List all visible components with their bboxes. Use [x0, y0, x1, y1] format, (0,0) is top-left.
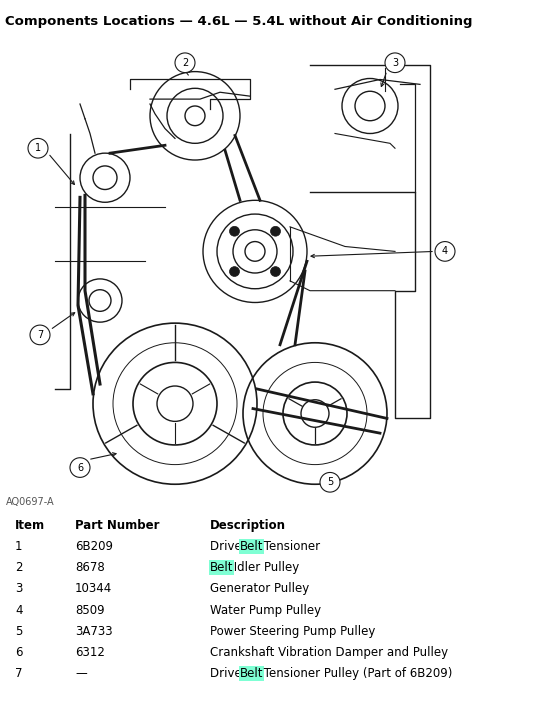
- Text: 6312: 6312: [75, 646, 105, 658]
- Text: 1: 1: [15, 540, 22, 553]
- Text: 6B209: 6B209: [75, 540, 113, 553]
- Text: Item: Item: [15, 519, 45, 532]
- Text: 4: 4: [15, 603, 22, 617]
- Text: Tensioner Pulley (Part of 6B209): Tensioner Pulley (Part of 6B209): [259, 667, 452, 680]
- Text: 7: 7: [15, 667, 22, 680]
- Text: 1: 1: [35, 143, 41, 153]
- Text: Drive: Drive: [210, 667, 245, 680]
- Text: Generator Pulley: Generator Pulley: [210, 582, 309, 596]
- Circle shape: [28, 138, 48, 158]
- Circle shape: [435, 242, 455, 262]
- Text: 5: 5: [327, 477, 333, 487]
- Text: 8509: 8509: [75, 603, 104, 617]
- Text: 8678: 8678: [75, 561, 105, 575]
- Circle shape: [270, 226, 281, 236]
- Circle shape: [175, 53, 195, 73]
- Text: Belt: Belt: [210, 561, 233, 575]
- Text: 10344: 10344: [75, 582, 112, 596]
- Circle shape: [230, 226, 239, 236]
- Text: Tensioner: Tensioner: [259, 540, 320, 553]
- Text: 2: 2: [15, 561, 22, 575]
- Circle shape: [320, 472, 340, 492]
- Text: 2: 2: [182, 58, 188, 68]
- Text: 5: 5: [15, 625, 22, 637]
- Text: Description: Description: [210, 519, 286, 532]
- Text: Crankshaft Vibration Damper and Pulley: Crankshaft Vibration Damper and Pulley: [210, 646, 448, 658]
- Circle shape: [270, 266, 281, 276]
- Text: —: —: [75, 667, 86, 680]
- Text: Components Locations — 4.6L — 5.4L without Air Conditioning: Components Locations — 4.6L — 5.4L witho…: [5, 15, 473, 27]
- Text: Power Steering Pump Pulley: Power Steering Pump Pulley: [210, 625, 375, 637]
- Circle shape: [30, 325, 50, 345]
- Text: 7: 7: [37, 330, 43, 340]
- Text: 6: 6: [77, 462, 83, 472]
- Text: Part Number: Part Number: [75, 519, 159, 532]
- Circle shape: [385, 53, 405, 73]
- Circle shape: [70, 458, 90, 477]
- Text: Water Pump Pulley: Water Pump Pulley: [210, 603, 321, 617]
- Text: 3: 3: [15, 582, 22, 596]
- Text: Idler Pulley: Idler Pulley: [230, 561, 299, 575]
- Text: 4: 4: [442, 247, 448, 257]
- Text: Drive: Drive: [210, 540, 245, 553]
- Text: Belt: Belt: [240, 540, 263, 553]
- Text: 3A733: 3A733: [75, 625, 113, 637]
- Text: 6: 6: [15, 646, 22, 658]
- Circle shape: [230, 266, 239, 276]
- Text: 3: 3: [392, 58, 398, 68]
- Text: AQ0697-A: AQ0697-A: [5, 497, 54, 507]
- Text: Belt: Belt: [240, 667, 263, 680]
